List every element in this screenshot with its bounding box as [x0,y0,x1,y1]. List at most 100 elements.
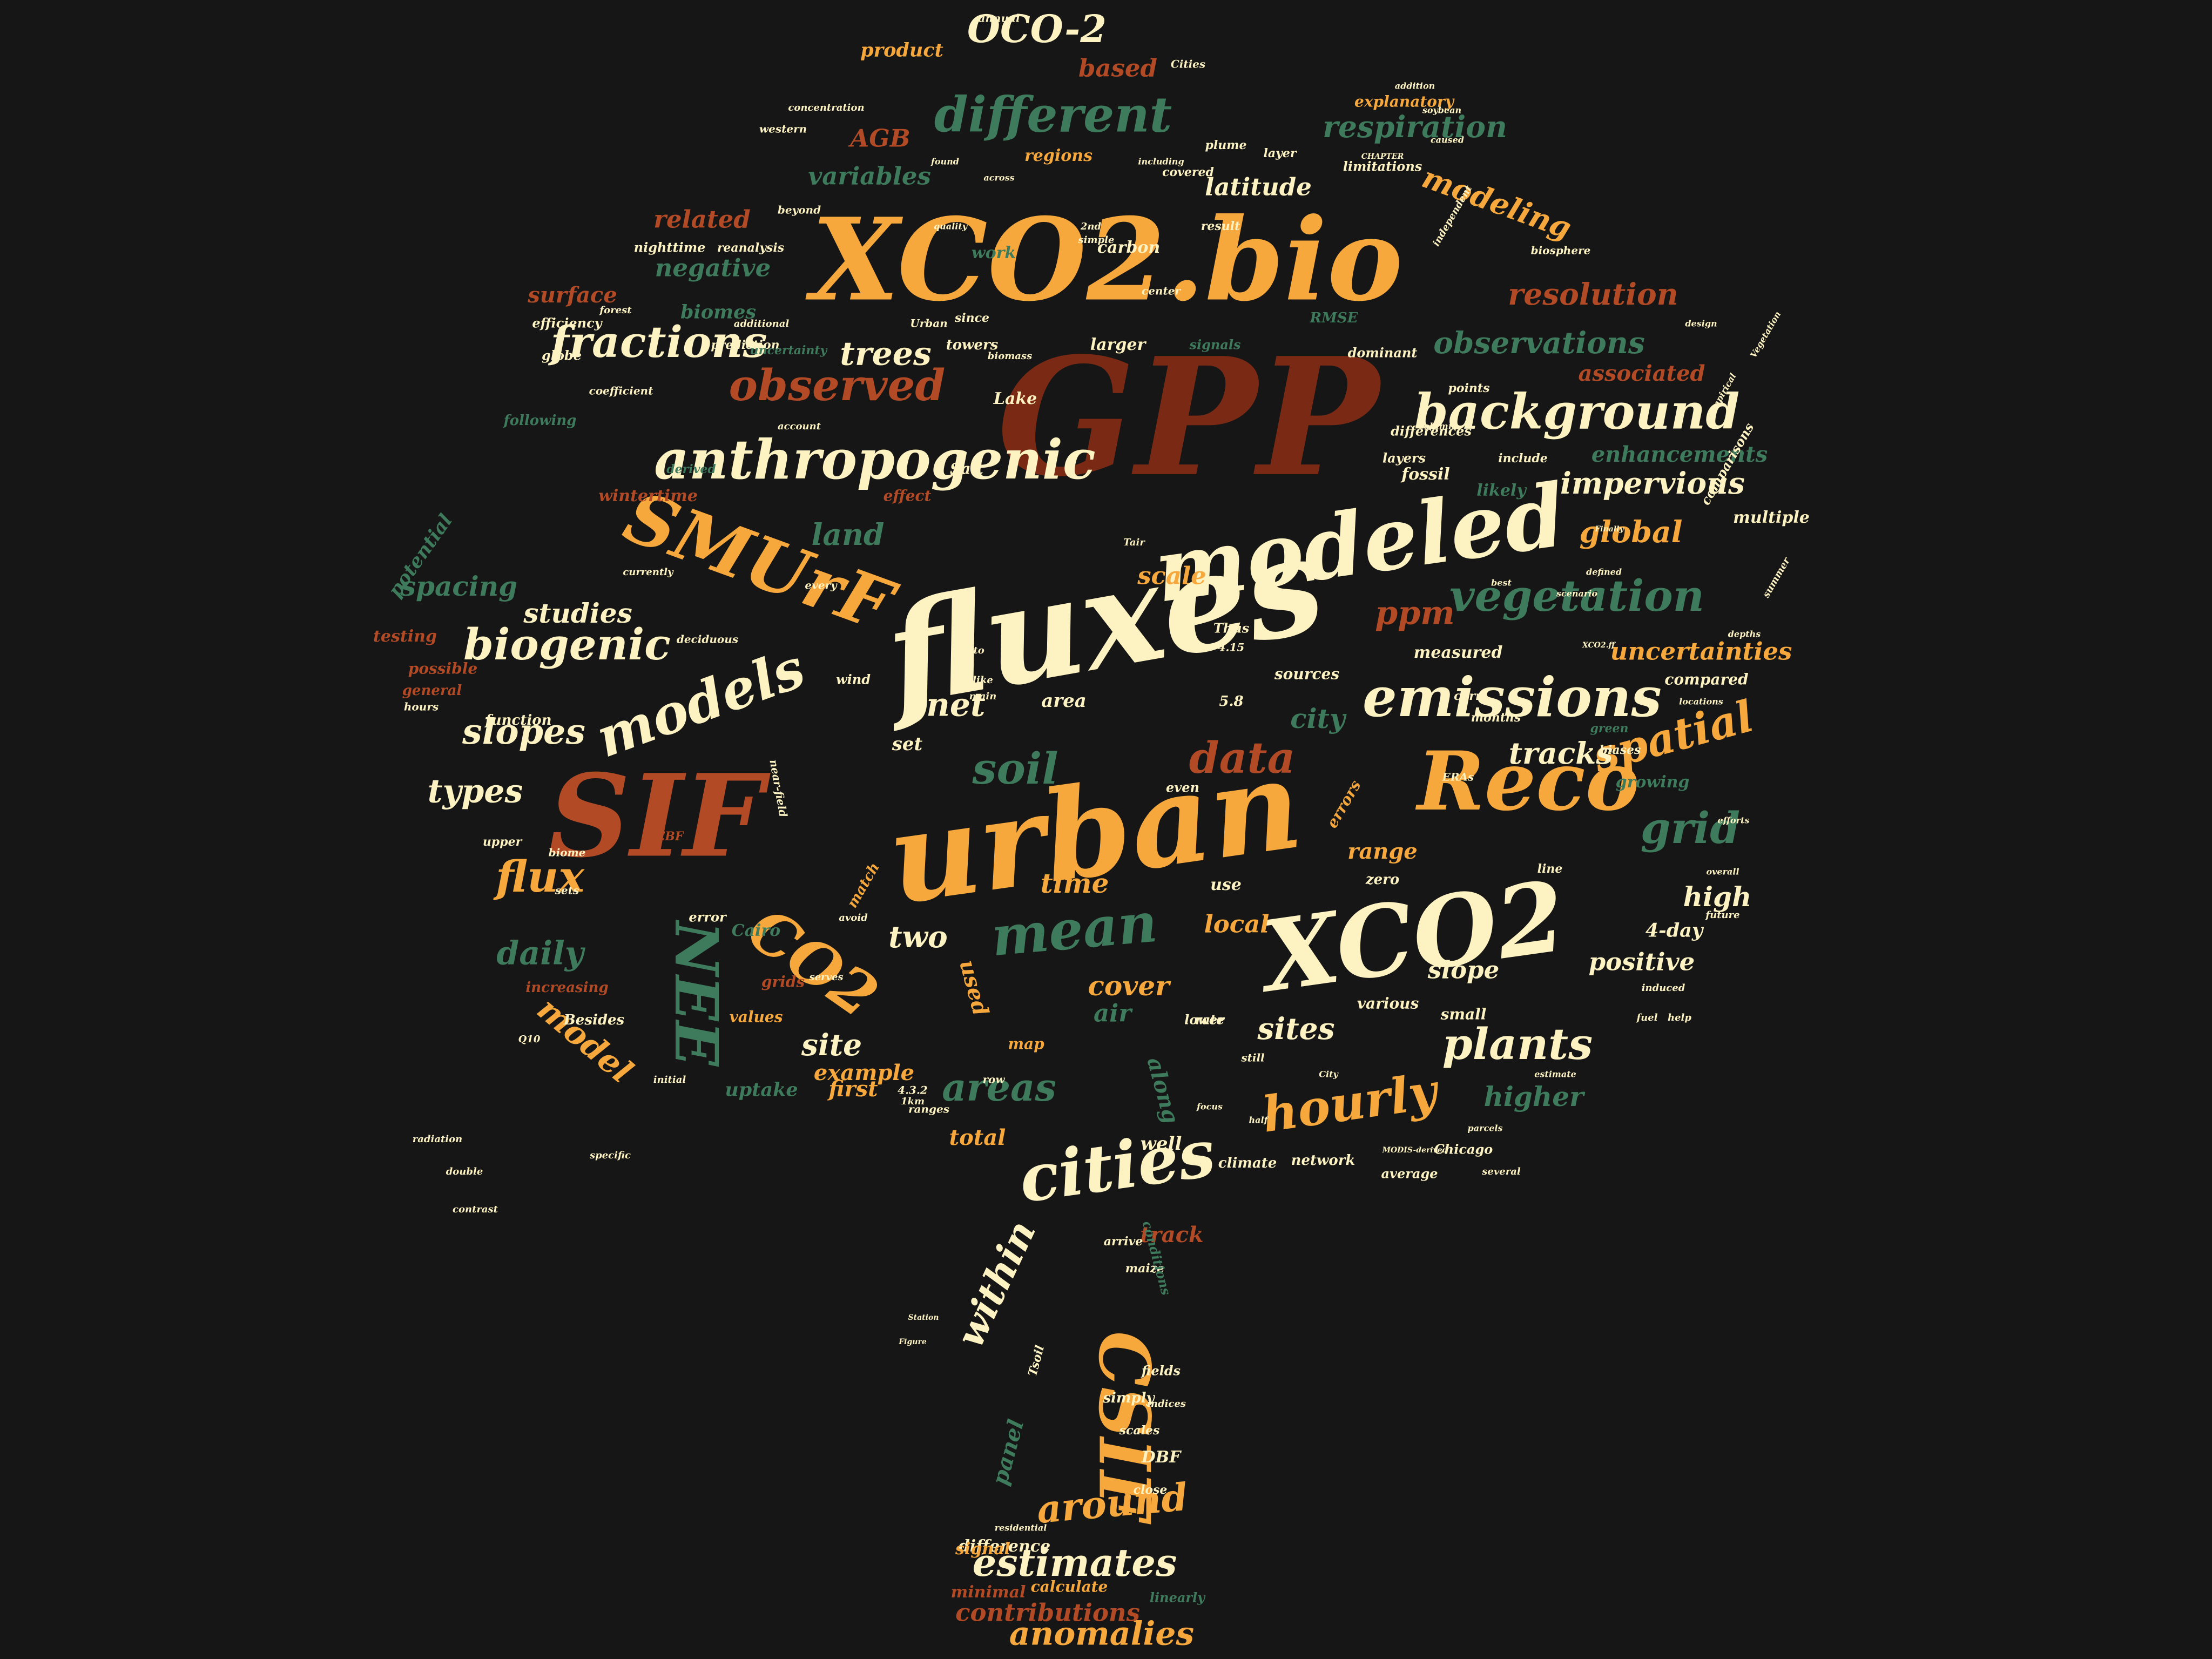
word-well: well [1141,1133,1182,1155]
word-gpp: GPP [997,322,1384,512]
word-beyond: beyond [778,204,821,217]
word-salt: Salt [950,460,983,478]
word-fields: fields [1141,1363,1181,1379]
word-background: background [1414,383,1740,441]
word-still: still [1240,1051,1265,1064]
word-annual: annual [978,12,1020,25]
word-sets: sets [555,884,579,897]
word-efficiency: efficiency [532,315,603,331]
word-resolution: resolution [1508,276,1678,312]
word-first: first [827,1076,878,1102]
word-layer: layer [1264,146,1297,160]
word-modis-derived: MODIS-derived [1381,1146,1447,1155]
word-likely: likely [1476,481,1527,500]
word-air: air [1094,999,1133,1028]
word-data: data [1189,732,1296,783]
word-slopes: slopes [462,711,585,752]
word-average: average [1381,1166,1438,1182]
word-rmse: RMSE [1310,310,1359,326]
word-surface: surface [527,282,617,308]
word-q10: Q10 [518,1034,541,1045]
word-uncertainty: uncertainty [750,343,828,358]
word-cover: cover [1088,970,1171,1002]
word-scale: scale [1137,562,1206,590]
word-tracks: tracks [1509,736,1613,771]
word-observed: observed [729,360,946,410]
word-addition: addition [1395,81,1435,91]
word-chapter: CHAPTER [1361,152,1404,161]
word-indices: indices [1147,1398,1186,1410]
word-serves: serves [808,972,843,983]
word-points: points [1448,381,1490,395]
word-range: range [1347,839,1418,864]
word-dbf: DBF [1141,1448,1182,1467]
word-anomalies: anomalies [1009,1615,1194,1653]
word-site: site [801,1027,862,1062]
word-panel: panel [987,1417,1029,1488]
word-simple: simple [1078,234,1115,246]
word-found: found [930,157,959,167]
word-model: model [530,990,639,1090]
word-xco2: XCO2 [1250,859,1572,1015]
word-initial: initial [653,1074,686,1085]
word-biogenic: biogenic [463,619,671,670]
word-biomass: biomass [988,350,1032,362]
word-globe: globe [542,348,582,363]
word-cairo: Cairo [732,921,781,940]
word-ppm: ppm [1375,595,1454,632]
word-map: map [1008,1035,1044,1053]
word-fractions: fractions [548,316,767,367]
word-every: every [805,579,838,592]
word-additional: additional [734,318,790,329]
word-enhancements: enhancements [1591,442,1768,467]
word-two: two [888,919,947,954]
word-used: used [954,957,994,1019]
word-column: column [1419,421,1455,431]
word-hourly: hourly [1259,1062,1444,1144]
word-latitude: latitude [1205,173,1312,201]
word-soybean: soybean [1422,105,1461,116]
word-design: design [1685,319,1717,329]
word-like: like [973,675,993,686]
word-biosphere: biosphere [1531,244,1591,257]
word-scenario: scenario [1556,589,1597,599]
word-forest: forest [598,305,632,316]
word-ranges: ranges [908,1103,949,1116]
word-help: help [1668,1012,1691,1023]
word-climate: climate [1218,1155,1277,1171]
word-sif: SIF [549,750,771,883]
word-corn: corn [1454,689,1484,703]
word-carbon: carbon [1097,238,1160,257]
word-small: small [1440,1006,1487,1023]
word-across: across [983,173,1014,183]
word-respiration: respiration [1323,109,1507,144]
word-signals: signals [1189,337,1241,353]
word-growing: growing [1616,773,1690,792]
word-wintertime: wintertime [598,487,698,505]
word-depths: depths [1728,629,1761,639]
word-best: best [1491,578,1512,588]
word-match: match [844,860,883,911]
word-product: product [860,39,943,62]
word-even: even [1166,780,1199,795]
word-reco: Reco [1415,734,1639,829]
word-linearly: linearly [1150,1590,1206,1606]
word-fuel: fuel [1635,1012,1657,1023]
word-along: along [1142,1055,1184,1127]
word-oco-2: OCO-2 [967,6,1107,51]
word-arrive: arrive [1104,1235,1143,1249]
word-contrast: contrast [453,1204,498,1215]
word-area: area [1041,690,1087,712]
word-prediction: prediction [711,338,779,352]
word-function: function [484,712,552,729]
word-scales: scales [1119,1424,1160,1438]
word-locations: locations [1679,697,1723,707]
word-impervious: impervious [1560,466,1745,501]
word-quality: quality [934,221,968,232]
word-mean: mean [989,891,1159,968]
word-calculate: calculate [1031,1578,1108,1596]
word-total: total [949,1125,1006,1150]
word-covered: covered [1162,165,1214,179]
